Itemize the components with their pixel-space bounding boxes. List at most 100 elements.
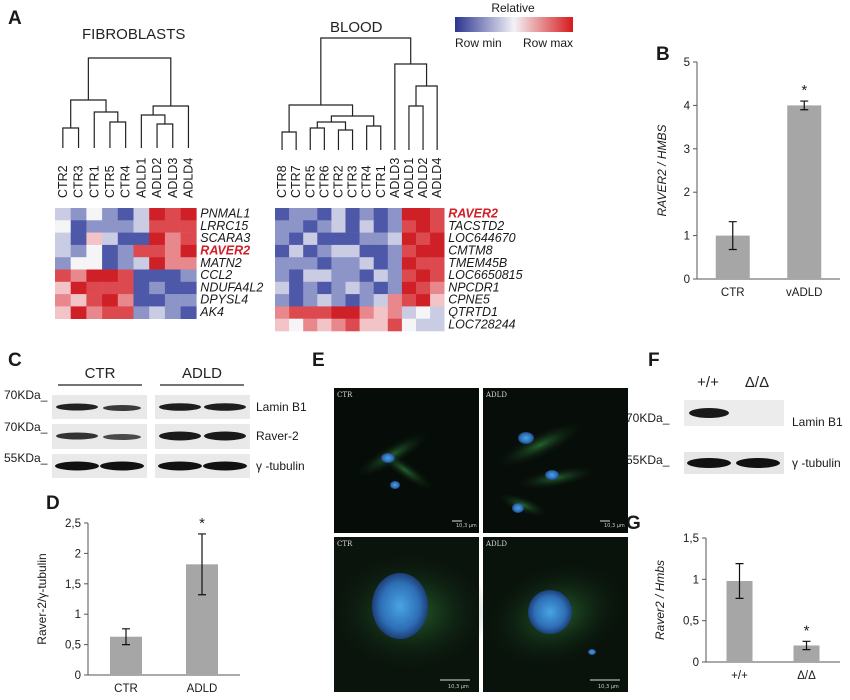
significance-star: * (801, 82, 807, 99)
heatmap-cell (55, 306, 71, 319)
heatmap-cell (303, 257, 318, 270)
heatmap-cell (416, 220, 431, 233)
blot-band (204, 431, 246, 441)
x-tick-label: vADLD (786, 287, 822, 299)
gene-label: SCARA3 (200, 231, 250, 245)
heatmap-cell (164, 294, 181, 307)
heatmap-cell (345, 257, 360, 270)
heatmap-cell (180, 294, 197, 307)
heatmap-cell (117, 269, 134, 283)
heatmap-cell (317, 281, 332, 295)
heatmap-cell (430, 220, 445, 233)
sample-label: ADLD4 (181, 158, 195, 198)
heatmap-cell (70, 208, 87, 221)
heatmap-cell (401, 232, 417, 246)
heatmap-cell (86, 232, 103, 246)
dendrogram-branch (93, 111, 119, 148)
sample-label: CTR6 (317, 165, 331, 198)
heatmap-cell (387, 306, 403, 319)
heatmap-cell (55, 281, 71, 295)
nucleus (588, 649, 596, 655)
heatmap-cell (55, 244, 71, 258)
fibroblasts-heatmap-cells (55, 208, 197, 319)
heatmap-cell (289, 208, 304, 221)
heatmap-cell (133, 244, 150, 258)
heatmap-cell (55, 232, 71, 246)
heatmap-cell (401, 257, 417, 270)
heatmap-cell (331, 220, 346, 233)
panel-letter-f: F (648, 350, 660, 371)
heatmap-cell (289, 306, 304, 319)
sample-label: ADLD1 (402, 158, 416, 198)
heatmap-cell (180, 269, 197, 283)
micrograph-label: ADLD (485, 540, 507, 548)
legend-max-label: Row max (523, 36, 573, 50)
gene-label: AK4 (199, 305, 224, 319)
heatmap-cell (133, 257, 150, 270)
sample-label: CTR2 (331, 165, 345, 198)
western-blot-f: +/+ Δ/Δ 70KDa_ 55KDa_ Lamin B1 γ -tubuli… (626, 374, 843, 474)
blot-band (103, 405, 141, 411)
heatmap-cell (430, 232, 445, 246)
heatmap-cell (55, 257, 71, 270)
heatmap-cell (133, 269, 150, 283)
blot-c-marker-2: 70KDa_ (4, 420, 48, 434)
gene-label: TMEM45B (448, 256, 507, 270)
micrograph-adld-low: ADLD 10,3 μm (483, 388, 628, 533)
sample-label: CTR2 (56, 165, 70, 198)
heatmap-cell (117, 208, 134, 221)
heatmap-cell (102, 281, 119, 295)
heatmap-cell (416, 306, 431, 319)
heatmap-cell (345, 220, 360, 233)
heatmap-cell (55, 220, 71, 233)
blot-band (56, 403, 98, 411)
sample-label: ADLD1 (134, 158, 148, 198)
bar (787, 105, 822, 280)
gene-label: LRRC15 (200, 219, 248, 233)
heatmap-cell (55, 208, 71, 221)
heatmap-cell (289, 281, 304, 295)
dendrogram-branch (415, 85, 438, 150)
blot-band (689, 408, 729, 418)
heatmap-cell (387, 269, 403, 283)
heatmap-cell (70, 244, 87, 258)
heatmap-cell (359, 318, 374, 332)
heatmap-cell (149, 257, 166, 270)
blot-c-group-adld: ADLD (182, 365, 222, 382)
heatmap-cell (373, 306, 389, 319)
heatmap-cell (117, 281, 134, 295)
heatmap-cell (430, 244, 445, 258)
heatmap-cell (86, 306, 103, 319)
blot-c-marker-1: 70KDa_ (4, 388, 48, 402)
heatmap-cell (359, 306, 374, 319)
y-tick-label: 5 (684, 57, 690, 69)
sample-label: CTR4 (360, 165, 374, 198)
blot-f-group-wt: +/+ (697, 374, 719, 391)
heatmap-cell (117, 232, 134, 246)
legend-min-label: Row min (455, 36, 502, 50)
heatmap-cell (275, 232, 290, 246)
panel-letter-c: C (8, 350, 22, 371)
heatmap-cell (373, 281, 389, 295)
blot-f-marker-1: 70KDa_ (626, 411, 670, 425)
heatmap-cell (373, 294, 389, 307)
heatmap-cell (133, 281, 150, 295)
x-tick-label: ADLD (187, 683, 218, 695)
micrograph-ctr-low: CTR 10,3 μm (334, 388, 479, 533)
heatmap-cell (359, 294, 374, 307)
heatmap-cell (303, 294, 318, 307)
heatmap-cell (430, 281, 445, 295)
gene-label: LOC728244 (448, 317, 515, 331)
heatmap-cell (86, 281, 103, 295)
heatmap-cell (86, 244, 103, 258)
sample-label: ADLD3 (388, 158, 402, 198)
heatmap-cell (133, 306, 150, 319)
dendrogram-branch (140, 114, 166, 148)
gene-label: MATN2 (200, 256, 241, 270)
blot-c-protein-tubulin: γ -tubulin (256, 459, 305, 473)
heatmap-cell (164, 208, 181, 221)
panel-letter-a: A (8, 8, 22, 29)
dendrogram-branch (316, 121, 347, 130)
dendrogram-branch (366, 125, 382, 150)
